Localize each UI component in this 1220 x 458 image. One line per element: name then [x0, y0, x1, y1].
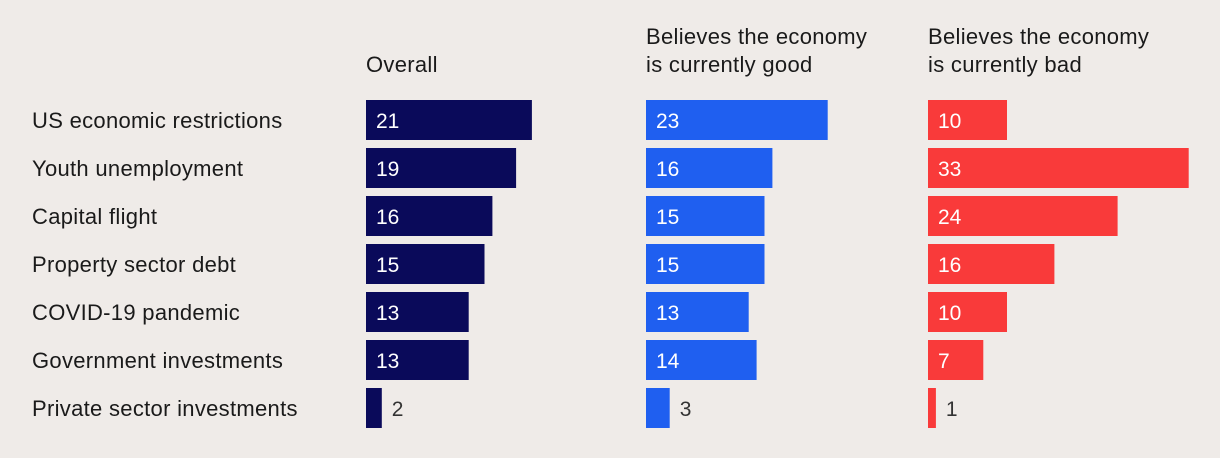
- bar: [366, 244, 485, 284]
- bar-value-label: 15: [376, 254, 399, 277]
- bar: [928, 100, 1007, 140]
- panel-title: is currently bad: [928, 52, 1082, 77]
- bar: [366, 148, 517, 188]
- bar-value-label: 24: [938, 206, 962, 229]
- bar-value-label: 23: [656, 110, 679, 133]
- bar: [646, 148, 773, 188]
- panel-title: is currently good: [646, 52, 813, 77]
- bar-value-label: 15: [656, 254, 679, 277]
- bar-value-label: 14: [656, 350, 680, 373]
- category-label: Private sector investments: [32, 396, 298, 421]
- panel-title: Believes the economy: [928, 24, 1149, 49]
- bar-value-label: 1: [946, 398, 958, 421]
- bar: [366, 196, 493, 236]
- category-label: Property sector debt: [32, 252, 236, 277]
- bar-value-label: 16: [376, 206, 399, 229]
- panel-title: Overall: [366, 52, 438, 77]
- bar: [928, 148, 1189, 188]
- bar: [646, 244, 765, 284]
- bar: [646, 388, 670, 428]
- bar-value-label: 2: [392, 398, 404, 421]
- bar-value-label: 13: [656, 302, 679, 325]
- category-label: COVID-19 pandemic: [32, 300, 240, 325]
- bar: [928, 244, 1055, 284]
- bar: [928, 196, 1118, 236]
- bar-value-label: 16: [938, 254, 961, 277]
- bar-value-label: 13: [376, 302, 399, 325]
- bar-value-label: 15: [656, 206, 679, 229]
- bar: [366, 340, 469, 380]
- bar: [928, 292, 1007, 332]
- bar: [366, 292, 469, 332]
- bar-value-label: 19: [376, 158, 399, 181]
- bar-value-label: 16: [656, 158, 679, 181]
- bar-value-label: 13: [376, 350, 399, 373]
- category-label: Youth unemployment: [32, 156, 243, 181]
- bar: [646, 340, 757, 380]
- bar: [366, 100, 532, 140]
- bar-value-label: 7: [938, 350, 950, 373]
- bar-value-label: 33: [938, 158, 961, 181]
- bar: [366, 388, 382, 428]
- panel-title: Believes the economy: [646, 24, 867, 49]
- bar-value-label: 3: [680, 398, 692, 421]
- bar: [646, 196, 765, 236]
- bar: [928, 388, 936, 428]
- bar-value-label: 10: [938, 302, 961, 325]
- bar: [646, 292, 749, 332]
- bar-value-label: 10: [938, 110, 961, 133]
- category-label: Capital flight: [32, 204, 157, 229]
- bar-value-label: 21: [376, 110, 399, 133]
- category-label: US economic restrictions: [32, 108, 283, 133]
- category-label: Government investments: [32, 348, 283, 373]
- bar: [646, 100, 828, 140]
- bar: [928, 340, 984, 380]
